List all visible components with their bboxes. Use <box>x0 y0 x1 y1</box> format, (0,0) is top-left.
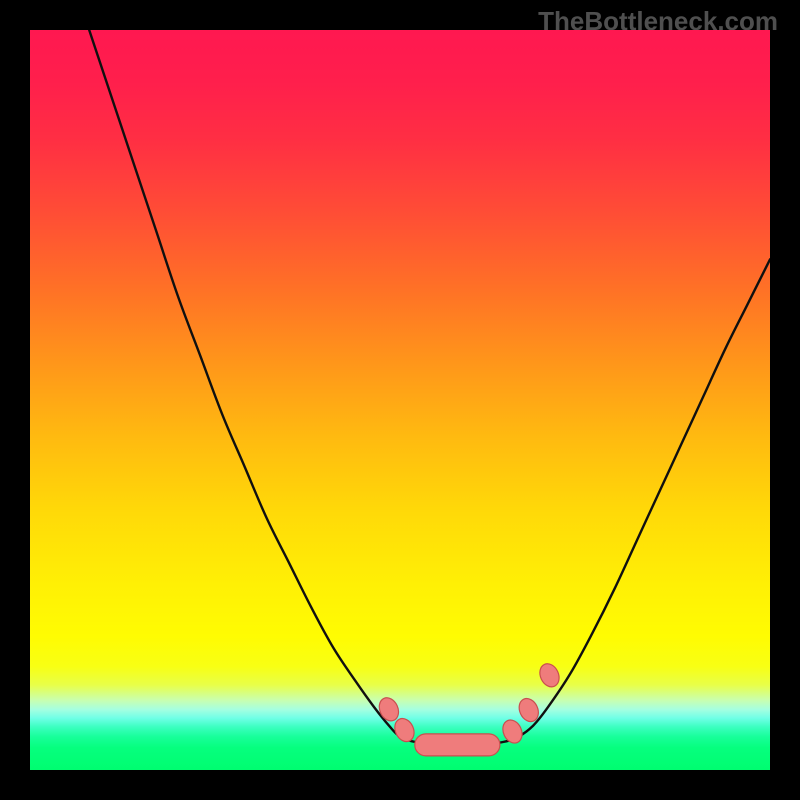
gradient-background <box>30 30 770 770</box>
bottleneck-chart <box>30 30 770 770</box>
marker-flat-pill <box>415 734 500 756</box>
